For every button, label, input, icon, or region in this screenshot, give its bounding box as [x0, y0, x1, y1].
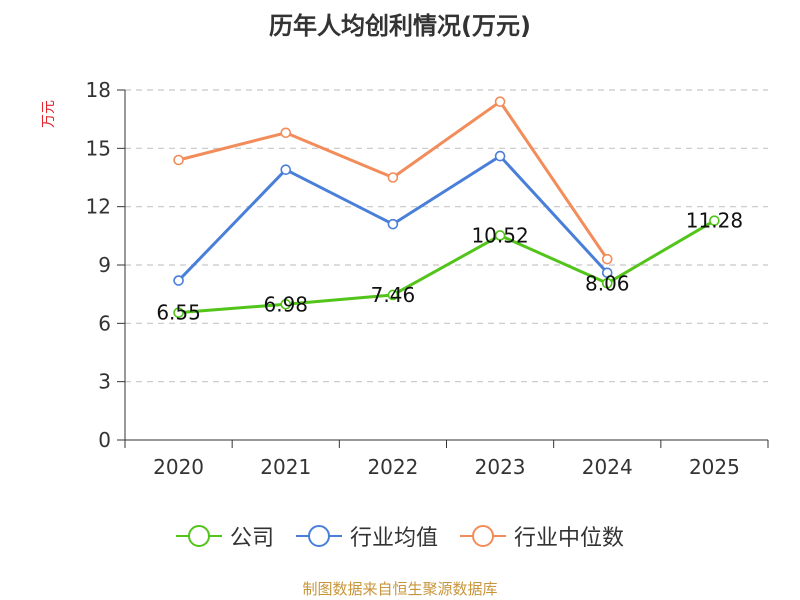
data-point [709, 215, 720, 226]
x-tick-label: 2023 [475, 455, 526, 479]
data-point [173, 154, 184, 166]
y-tick-label: 0 [98, 428, 111, 452]
legend-item-company[interactable]: 公司 [175, 520, 274, 552]
legend-label-company: 公司 [229, 526, 274, 551]
data-point [173, 275, 184, 286]
data-label: 6.55 [156, 301, 201, 325]
series-line [178, 219, 716, 315]
legend-label-industry-median: 行业中位数 [514, 526, 625, 551]
data-label: 6.98 [263, 292, 308, 316]
x-tick-label: 2022 [367, 455, 418, 479]
data-point [280, 164, 292, 176]
data-point [601, 253, 613, 265]
data-point [387, 289, 399, 301]
y-tick-label: 6 [98, 311, 111, 335]
y-tick-label: 3 [98, 370, 111, 394]
data-source-note: 制图数据来自恒生聚源数据库 [302, 580, 498, 598]
data-label: 10.52 [471, 223, 528, 247]
legend-swatch-company [175, 525, 222, 547]
chart-title: 历年人均创利情况(万元) [269, 12, 531, 40]
y-tick-label: 18 [86, 78, 111, 102]
data-label: 11.28 [686, 209, 743, 233]
y-tick-label: 9 [98, 253, 111, 277]
data-point [387, 218, 399, 230]
data-point [280, 298, 292, 310]
legend-label-industry-mean: 行业均值 [349, 526, 438, 551]
data-point [280, 127, 292, 139]
x-tick-label: 2020 [153, 455, 204, 479]
x-tick-label: 2025 [689, 455, 740, 479]
legend-swatch-industry-median [460, 525, 506, 547]
legend-swatch-industry-mean [295, 525, 342, 547]
data-point [494, 230, 506, 241]
data-point [173, 307, 184, 318]
data-point [494, 96, 506, 107]
legend-item-industry-mean[interactable]: 行业均值 [295, 520, 438, 552]
legend-item-industry-median[interactable]: 行业中位数 [460, 520, 624, 552]
data-point [387, 172, 399, 183]
y-tick-label: 15 [86, 136, 111, 160]
y-tick-label: 12 [86, 195, 111, 219]
data-point [601, 277, 613, 289]
x-tick-label: 2024 [582, 455, 633, 479]
data-point [494, 150, 506, 162]
legend: 公司 行业均值 行业中位数 [0, 520, 800, 552]
data-point [601, 267, 613, 279]
data-label: 8.06 [585, 271, 630, 295]
data-label: 7.46 [371, 283, 416, 307]
x-tick-label: 2021 [260, 455, 311, 479]
